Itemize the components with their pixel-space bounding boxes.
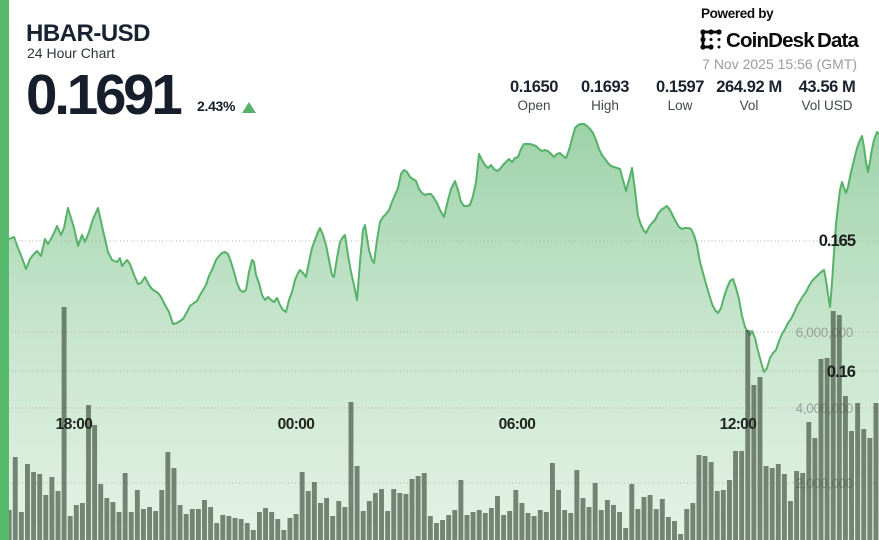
- svg-text:00:00: 00:00: [278, 416, 315, 433]
- svg-text:06:00: 06:00: [499, 416, 536, 433]
- svg-text:18:00: 18:00: [56, 416, 93, 433]
- svg-text:12:00: 12:00: [720, 416, 757, 433]
- svg-text:0.16: 0.16: [827, 363, 856, 381]
- svg-text:6,000,000: 6,000,000: [796, 325, 853, 340]
- svg-text:0.165: 0.165: [819, 232, 856, 250]
